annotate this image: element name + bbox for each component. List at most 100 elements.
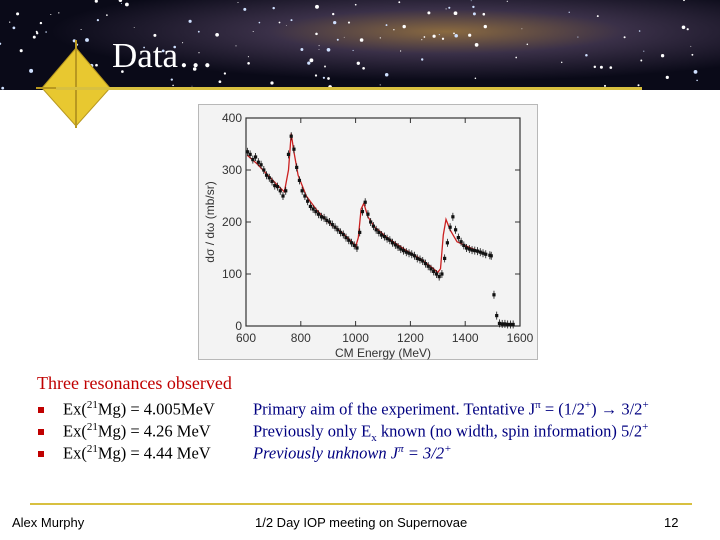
star-dot: [45, 31, 47, 33]
resonance-energy-1: Ex(21Mg) = 4.005MeV: [63, 399, 215, 419]
star-dot: [384, 73, 389, 77]
data-point: [481, 251, 485, 255]
data-point: [492, 293, 496, 297]
resonance-energy-2: Ex(21Mg) = 4.26 MeV: [63, 421, 211, 441]
data-point: [278, 189, 282, 193]
footer-author: Alex Murphy: [12, 515, 85, 530]
star-dot: [441, 37, 445, 40]
star-dot: [593, 65, 597, 69]
data-point: [380, 233, 384, 237]
star-dot: [398, 1, 401, 4]
star-dot: [336, 38, 339, 41]
star-dot: [347, 21, 351, 24]
data-point: [426, 264, 430, 268]
star-dot: [332, 12, 335, 16]
star-dot: [198, 52, 200, 54]
star-dot: [29, 68, 34, 73]
data-point: [366, 212, 370, 216]
star-dot: [393, 29, 395, 31]
star-dot: [359, 38, 364, 42]
star-dot: [560, 61, 563, 64]
star-dot: [379, 84, 381, 86]
data-point: [377, 230, 381, 234]
data-point: [440, 272, 444, 276]
star-dot: [35, 30, 38, 33]
x-tick-label: 600: [236, 331, 256, 345]
star-dot: [118, 0, 123, 3]
data-point: [385, 237, 389, 241]
star-dot: [402, 24, 406, 29]
star-dot: [660, 54, 665, 58]
star-dot: [453, 32, 455, 35]
data-point: [401, 249, 406, 253]
star-dot: [526, 43, 529, 46]
chart-svg: 600 800 1000 1200 1400 1600 0 100 200 300 400 CM En…: [198, 104, 538, 360]
star-dot: [270, 81, 274, 85]
data-point: [292, 147, 296, 151]
star-dot: [691, 53, 694, 56]
star-dot: [153, 33, 157, 37]
data-point: [390, 241, 395, 245]
star-dot: [568, 11, 570, 13]
star-dot: [85, 38, 89, 42]
star-dot: [192, 67, 197, 71]
data-point: [355, 246, 359, 250]
star-dot: [131, 58, 134, 60]
star-dot: [432, 34, 436, 38]
star-dot: [690, 45, 692, 47]
star-dot: [290, 19, 293, 22]
star-dot: [215, 32, 219, 37]
star-dot: [173, 45, 177, 49]
data-point: [245, 150, 249, 154]
star-dot: [133, 26, 135, 28]
star-dot: [683, 0, 685, 2]
data-point: [508, 322, 513, 327]
star-dot: [182, 42, 184, 44]
star-dot: [191, 85, 193, 87]
star-dot: [285, 25, 287, 26]
data-point: [264, 173, 269, 177]
data-point: [434, 272, 439, 276]
data-point: [349, 241, 354, 245]
data-point: [464, 246, 469, 250]
x-tick-label: 1600: [507, 331, 534, 345]
data-point: [437, 275, 441, 279]
star-dot: [506, 0, 508, 2]
star-dot: [96, 18, 100, 22]
star-dot: [333, 20, 337, 25]
data-point: [415, 256, 419, 260]
data-point: [262, 168, 266, 172]
star-dot: [143, 46, 146, 49]
data-point: [256, 160, 260, 164]
data-point: [273, 184, 277, 188]
star-dot: [696, 79, 698, 82]
data-point: [314, 210, 318, 214]
star-dot: [300, 48, 304, 51]
star-dot: [318, 45, 320, 47]
data-point: [270, 179, 274, 184]
star-dot: [1, 86, 5, 90]
data-point: [333, 225, 337, 229]
x-tick-label: 1400: [452, 331, 479, 345]
data-point: [363, 200, 367, 204]
data-point: [470, 248, 474, 252]
data-point: [475, 249, 480, 253]
star-dot: [385, 24, 388, 27]
data-point: [336, 228, 340, 232]
star-dot: [686, 28, 689, 31]
star-dot: [95, 63, 98, 67]
data-point: [347, 238, 351, 242]
result-row-3: Ex(21Mg) = 4.44 MeV Previously unknown J…: [0, 443, 720, 465]
star-dot: [354, 3, 357, 6]
star-dot: [32, 35, 36, 39]
data-point: [281, 194, 285, 198]
y-tick-label: 400: [222, 111, 242, 125]
star-dot: [474, 43, 479, 47]
star-dot: [94, 0, 98, 3]
star-dot: [448, 6, 451, 9]
star-dot: [343, 36, 345, 38]
data-point: [399, 247, 403, 251]
y-tick-label: 0: [235, 319, 242, 333]
star-dot: [318, 49, 320, 50]
star-dot: [352, 49, 354, 52]
